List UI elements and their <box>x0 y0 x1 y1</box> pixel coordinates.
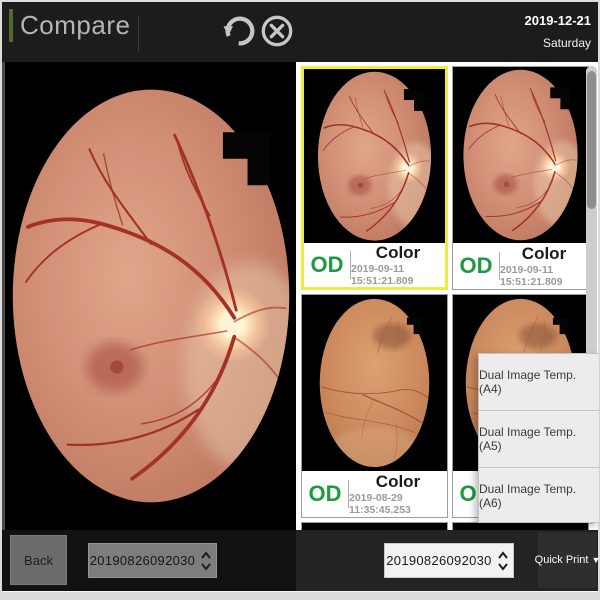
left-series-select[interactable]: 20190826092030 <box>88 543 217 578</box>
image-type-label: Color <box>521 244 567 264</box>
left-series-value: 20190826092030 <box>89 553 196 568</box>
footer-bar: Back 20190826092030 20190826092030 Quick… <box>2 530 600 591</box>
image-type-label: Color <box>375 472 421 492</box>
undo-icon <box>220 10 258 55</box>
current-date: 2019-12-21 <box>524 13 592 28</box>
current-weekday: Saturday <box>542 36 591 50</box>
undo-button[interactable] <box>220 9 258 55</box>
thumbnail-label: OD Color 2019-09-11 15:51:21.809 <box>304 243 445 287</box>
image-timestamp: 2019-09-11 15:51:21.809 <box>500 263 563 288</box>
page-title: Compare <box>20 10 131 40</box>
thumbnail-card[interactable]: OD Color 2019-09-11 15:51:21.809 <box>452 66 589 290</box>
image-type-label: Color <box>375 243 421 263</box>
spinner-arrows-icon <box>196 550 216 572</box>
fundus-main-image <box>9 80 293 512</box>
thumbnail-scrollbar[interactable] <box>586 66 597 524</box>
thumbnail-label: OD Color 2019-08-29 11:35:45.253 <box>302 471 447 517</box>
thumbnail-image <box>453 67 588 243</box>
thumbnail-card[interactable]: OD Color 2019-08-29 11:35:45.253 <box>301 294 448 518</box>
close-button[interactable] <box>258 9 296 55</box>
main-image-viewer[interactable] <box>2 62 296 530</box>
label-divider <box>350 251 351 280</box>
right-series-select[interactable]: 20190826092030 <box>384 543 514 578</box>
menu-item-dual-image-a4[interactable]: Dual Image Temp. (A4) <box>479 368 577 396</box>
image-timestamp: 2019-08-29 11:35:45.253 <box>349 491 411 516</box>
header-bar: Compare 2019-12-21 Saturday <box>2 2 598 62</box>
quick-print-label: Quick Print <box>534 554 589 566</box>
dropdown-arrow-icon: ▼ <box>591 555 600 565</box>
thumbnail-card[interactable]: OD Color 2019-09-11 15:51:21.809 <box>301 66 448 290</box>
close-icon <box>260 12 294 53</box>
menu-item-dual-image-a6[interactable]: Dual Image Temp. (A6) <box>479 467 599 524</box>
header-divider <box>138 15 139 52</box>
back-button[interactable]: Back <box>10 535 67 585</box>
date-display: 2019-12-21 Saturday <box>525 11 592 55</box>
thumbnail-label: OD Color 2019-09-11 15:51:21.809 <box>453 243 588 289</box>
thumbnail-image <box>304 69 445 244</box>
quick-print-menu: Dual Image Temp. (A4) Dual Image Temp. (… <box>478 353 599 523</box>
quick-print-button[interactable]: Quick Print ▼ <box>534 532 600 588</box>
menu-item-dual-image-a5[interactable]: Dual Image Temp. (A5) <box>479 410 599 467</box>
eye-side-badge: OD <box>310 252 344 278</box>
title-accent-bar <box>9 9 13 42</box>
right-series-value: 20190826092030 <box>386 553 492 568</box>
compare-window: Compare 2019-12-21 Saturday <box>2 2 600 591</box>
eye-side-badge: OD <box>459 253 493 278</box>
image-timestamp: 2019-09-11 15:51:21.809 <box>351 262 414 287</box>
spinner-arrows-icon <box>493 550 513 572</box>
eye-side-badge: OD <box>308 481 342 506</box>
label-divider <box>348 480 349 508</box>
scrollbar-thumb[interactable] <box>587 71 596 209</box>
label-divider <box>499 252 500 280</box>
thumbnail-image <box>302 295 447 471</box>
thumbnail-card-partial[interactable] <box>301 522 448 530</box>
